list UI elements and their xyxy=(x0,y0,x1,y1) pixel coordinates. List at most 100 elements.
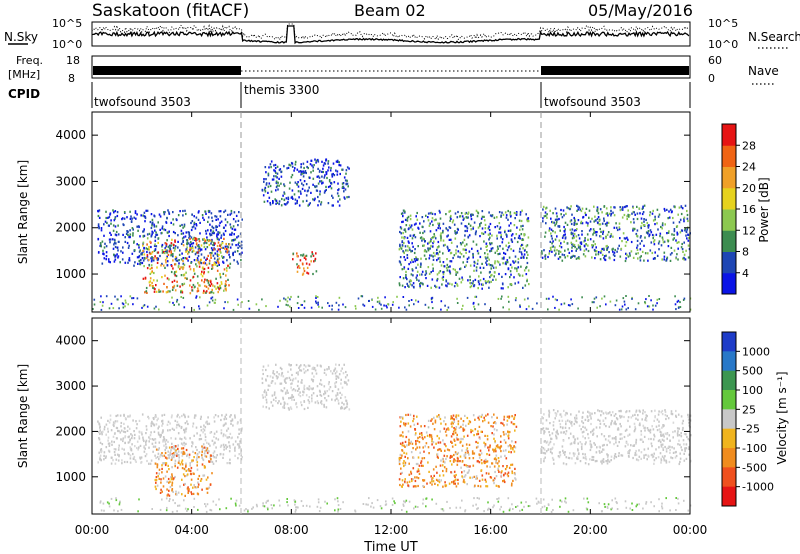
scatter-cell xyxy=(103,454,105,457)
scatter-cell xyxy=(161,490,163,493)
scatter-cell xyxy=(430,297,433,300)
scatter-cell xyxy=(568,457,571,460)
scatter-cell xyxy=(599,419,601,422)
scatter-cell xyxy=(611,411,614,414)
scatter-cell xyxy=(429,240,432,243)
scatter-cell xyxy=(475,243,478,246)
scatter-cell xyxy=(122,439,124,443)
scatter-cell xyxy=(171,488,174,491)
scatter-cell xyxy=(437,479,439,482)
scatter-cell xyxy=(685,234,687,237)
scatter-cell xyxy=(171,446,173,449)
scatter-cell xyxy=(506,465,508,469)
scatter-cell xyxy=(423,238,425,241)
scatter-cell xyxy=(174,232,176,235)
scatter-cell xyxy=(305,262,308,265)
scatter-cell xyxy=(414,476,416,479)
scatter-cell xyxy=(234,454,236,457)
scatter-cell xyxy=(319,382,321,385)
scatter-cell xyxy=(490,247,493,250)
scatter-cell xyxy=(428,272,431,275)
scatter-cell xyxy=(197,289,200,292)
scatter-cell xyxy=(275,175,277,178)
scatter-cell xyxy=(659,430,662,433)
scatter-cell xyxy=(465,443,468,446)
scatter-cell xyxy=(431,307,434,310)
scatter-cell xyxy=(683,256,685,259)
scatter-cell xyxy=(308,396,311,399)
scatter-cell xyxy=(678,206,681,209)
scatter-cell xyxy=(560,303,563,306)
scatter-cell xyxy=(368,299,370,302)
scatter-cell xyxy=(179,485,181,488)
scatter-cell xyxy=(480,221,482,225)
scatter-cell xyxy=(661,455,664,458)
scatter-cell xyxy=(689,459,692,462)
scatter-cell xyxy=(261,381,264,385)
scatter-cell xyxy=(172,454,174,457)
scatter-cell xyxy=(409,283,412,286)
scatter-cell xyxy=(108,444,111,447)
scatter-cell xyxy=(185,250,187,253)
scatter-cell xyxy=(472,301,475,304)
scatter-cell xyxy=(310,171,312,174)
scatter-cell xyxy=(505,216,508,219)
scatter-cell xyxy=(134,211,137,215)
scatter-cell xyxy=(320,201,323,204)
scatter-cell xyxy=(595,253,597,256)
scatter-cell xyxy=(280,175,283,178)
scatter-cell xyxy=(520,244,522,248)
scatter-cell xyxy=(661,236,664,239)
scatter-cell xyxy=(448,282,451,285)
scatter-cell xyxy=(230,212,233,215)
scatter-cell xyxy=(169,480,171,483)
scatter-cell xyxy=(559,229,561,232)
scatter-cell xyxy=(636,246,638,249)
scatter-cell xyxy=(412,467,415,470)
scatter-cell xyxy=(403,256,405,259)
scatter-cell xyxy=(672,216,674,220)
scatter-cell xyxy=(431,418,433,421)
scatter-cell xyxy=(658,424,660,427)
scatter-cell xyxy=(634,413,636,416)
scatter-cell xyxy=(182,266,185,269)
scatter-cell xyxy=(264,166,267,169)
scatter-cell xyxy=(173,477,175,480)
scatter-cell xyxy=(619,422,621,426)
scatter-cell xyxy=(187,252,189,255)
scatter-cell xyxy=(200,244,203,247)
scatter-cell xyxy=(164,448,166,452)
scatter-cell xyxy=(619,209,622,212)
scatter-cell xyxy=(657,413,660,416)
scatter-cell xyxy=(223,237,225,240)
scatter-cell xyxy=(191,220,194,223)
scatter-cell xyxy=(339,164,342,167)
scatter-cell xyxy=(122,306,125,309)
scatter-cell xyxy=(484,303,486,306)
scatter-cell xyxy=(113,211,115,214)
scatter-cell xyxy=(546,440,549,443)
scatter-cell xyxy=(177,491,180,494)
scatter-cell xyxy=(503,415,506,418)
scatter-cell xyxy=(632,229,634,232)
scatter-cell xyxy=(298,366,300,369)
scatter-cell xyxy=(580,445,583,449)
scatter-cell xyxy=(169,451,172,454)
scatter-cell xyxy=(189,249,191,252)
scatter-cell xyxy=(209,431,212,434)
scatter-cell xyxy=(109,212,112,215)
scatter-cell xyxy=(440,239,442,242)
scatter-cell xyxy=(203,261,206,264)
scatter-cell xyxy=(215,460,217,463)
scatter-cell xyxy=(428,224,431,227)
scatter-cell xyxy=(143,246,145,250)
scatter-cell xyxy=(545,450,548,453)
scatter-cell xyxy=(410,224,413,227)
scatter-cell xyxy=(121,258,124,261)
scatter-cell xyxy=(206,246,209,249)
scatter-cell xyxy=(617,428,620,431)
scatter-cell xyxy=(408,473,411,476)
scatter-cell xyxy=(99,301,102,303)
scatter-cell xyxy=(519,211,522,214)
scatter-cell xyxy=(190,221,192,225)
